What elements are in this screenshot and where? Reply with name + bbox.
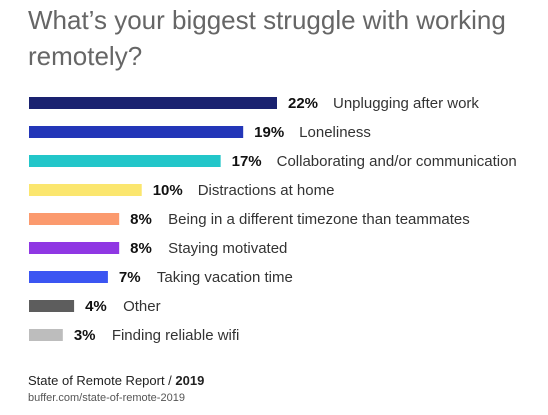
bar-category-label: Staying motivated: [168, 240, 287, 257]
bar-category-label: Distractions at home: [198, 182, 335, 199]
source-year: 2019: [175, 373, 205, 388]
bar-value-label: 22%: [288, 95, 318, 112]
bar: [29, 329, 63, 341]
bar: [29, 242, 120, 254]
bar-chart: 22% Unplugging after work 19% Loneliness 17%…: [29, 95, 517, 344]
bar-value-label: 3%: [74, 327, 96, 344]
bar-value-label: 8%: [130, 240, 152, 257]
bar-value-label: 10%: [153, 182, 183, 199]
bar: [29, 271, 108, 283]
bar-category-label: Collaborating and/or communication: [277, 153, 517, 170]
bar-value-label: 4%: [85, 298, 107, 315]
bar: [29, 213, 120, 225]
bar: [29, 184, 142, 196]
bar-value-label: 19%: [254, 124, 284, 141]
bar-value-label: 17%: [232, 153, 262, 170]
bar-category-label: Loneliness: [299, 124, 371, 141]
bar-category-label: Finding reliable wifi: [112, 327, 240, 344]
bar: [29, 126, 244, 138]
bar: [29, 155, 221, 167]
bar-category-label: Other: [123, 298, 161, 315]
bar-value-label: 8%: [130, 211, 152, 228]
source-url: buffer.com/state-of-remote-2019: [28, 392, 185, 404]
chart-title: What’s your biggest struggle with workin…: [28, 5, 506, 71]
bar: [29, 97, 277, 109]
source-caption: State of Remote Report / 2019: [28, 373, 204, 388]
bar-category-label: Being in a different timezone than teamm…: [168, 211, 470, 228]
source-name: State of Remote Report /: [28, 373, 176, 388]
bar-value-label: 7%: [119, 269, 141, 286]
bar-category-label: Taking vacation time: [157, 269, 293, 286]
bar-category-label: Unplugging after work: [333, 95, 479, 112]
bar: [29, 300, 75, 312]
